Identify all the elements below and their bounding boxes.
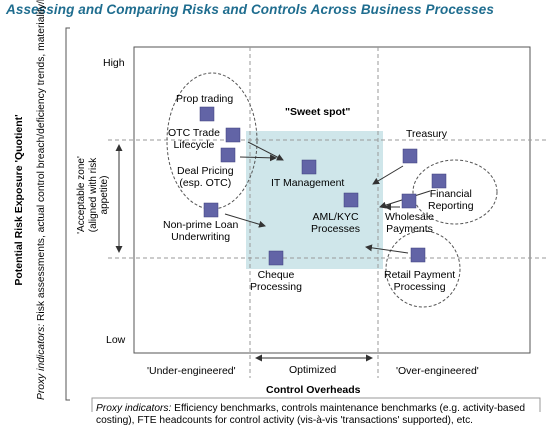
x-proxy-prefix: Proxy indicators: [96, 403, 172, 414]
cluster-ellipse-right [412, 159, 498, 225]
marker-otc-trade [225, 127, 241, 143]
marker-financial-reporting [431, 173, 447, 189]
label-otc-trade: OTC Trade Lifecycle [168, 127, 220, 151]
y-axis-title: Potential Risk Exposure 'Quotient' [13, 114, 25, 286]
plot-frame [133, 46, 531, 354]
marker-deal-pricing [220, 147, 236, 163]
x-proxy-body: Efficiency benchmarks, controls maintena… [96, 403, 526, 426]
marker-aml-kyc [343, 192, 359, 208]
label-wholesale-line1: Wholesale [385, 211, 435, 223]
y-low-label: Low [106, 334, 126, 346]
y-proxy-text: Proxy indicators: Risk assessments, actu… [36, 0, 48, 400]
label-otc-trade-line2: Lifecycle [173, 139, 215, 151]
label-retail-line2: Processing [393, 281, 446, 293]
y-proxy-bracket [65, 27, 70, 401]
x-over-label: 'Over-engineered' [396, 365, 479, 377]
label-aml-kyc: AML/KYC Processes [311, 211, 360, 235]
acceptable-zone-title: 'Acceptable zone' [76, 156, 87, 234]
label-financial-line1: Financial [429, 188, 472, 200]
page-title: Assessing and Comparing Risks and Contro… [6, 2, 494, 17]
acceptable-zone-sub1: (aligned with risk [87, 157, 99, 233]
marker-cheque [268, 250, 284, 266]
label-deal-pricing-line2: (esp. OTC) [179, 177, 232, 189]
marker-prop-trading [199, 106, 215, 122]
y-proxy-prefix: Proxy indicators: [36, 323, 47, 400]
label-wholesale-line2: Payments [386, 223, 433, 235]
label-aml-kyc-line1: AML/KYC [312, 211, 359, 223]
y-proxy-body: Risk assessments, actual control breach/… [36, 0, 47, 324]
label-treasury: Treasury [406, 128, 448, 140]
label-deal-pricing: Deal Pricing (esp. OTC) [177, 165, 234, 189]
arrow-nonprime [224, 213, 266, 228]
label-aml-kyc-line2: Processes [311, 223, 361, 235]
sweet-spot-label: "Sweet spot" [285, 106, 351, 118]
arrow-treasury [372, 165, 404, 185]
acceptable-zone-label: 'Acceptable zone' (aligned with risk app… [76, 140, 111, 250]
marker-retail [410, 247, 426, 263]
acceptable-zone-sub2: appetite) [99, 175, 110, 215]
label-financial-reporting: Financial Reporting [428, 188, 474, 212]
label-wholesale: Wholesale Payments [385, 211, 434, 235]
label-cheque: Cheque Processing [250, 269, 302, 293]
arrow-deal-pricing [239, 154, 277, 162]
label-financial-line2: Reporting [428, 200, 474, 212]
marker-it-management [301, 159, 317, 175]
x-proxy-bracket [91, 397, 541, 412]
cluster-ellipse-left [166, 72, 258, 210]
label-retail-line1: Retail Payment [384, 269, 456, 281]
y-high-label: High [103, 57, 125, 69]
label-nonprime-line2: Underwriting [171, 231, 231, 243]
cluster-ellipse-retail [385, 230, 461, 308]
x-under-label: 'Under-engineered' [147, 365, 236, 377]
label-prop-trading: Prop trading [176, 93, 234, 105]
x-axis-title: Control Overheads [266, 384, 361, 396]
label-nonprime-line1: Non-prime Loan [163, 219, 239, 231]
label-nonprime: Non-prime Loan Underwriting [163, 219, 238, 243]
sweet-spot-zone [246, 131, 383, 269]
label-cheque-line1: Cheque [257, 269, 295, 281]
marker-treasury [402, 148, 418, 164]
x-proxy-text: Proxy indicators: Efficiency benchmarks,… [96, 403, 536, 427]
label-it-management: IT Management [271, 177, 345, 189]
label-otc-trade-line1: OTC Trade [168, 127, 220, 139]
marker-wholesale [401, 193, 417, 209]
label-retail: Retail Payment Processing [384, 269, 455, 293]
marker-nonprime [203, 202, 219, 218]
label-cheque-line2: Processing [250, 281, 302, 293]
x-optimized-label: Optimized [289, 364, 337, 376]
arrow-retail [365, 244, 409, 254]
arrow-otc [247, 141, 284, 161]
label-deal-pricing-line1: Deal Pricing [177, 165, 234, 177]
